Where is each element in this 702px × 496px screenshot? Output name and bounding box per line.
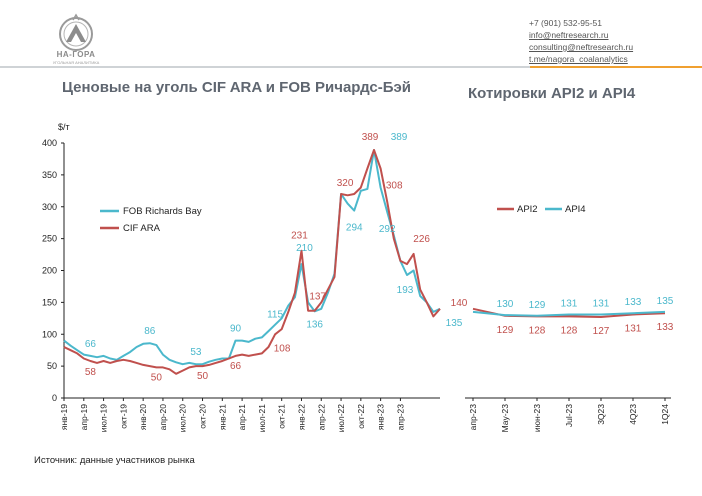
data-label: 127 [593,326,610,337]
data-label: 130 [497,299,514,310]
x-tick-label: 1Q24 [660,404,670,425]
nagora-logo-icon [59,13,93,51]
right-chart-lines [472,307,666,319]
data-label: 131 [625,323,642,334]
header-divider [0,66,702,68]
x-tick-label: янв-20 [138,404,148,430]
x-tick-label: May-23 [500,404,510,433]
data-label: 292 [379,224,396,235]
data-label: 131 [561,298,578,309]
data-label: 129 [529,300,546,311]
legend-cif-label: CIF ARA [123,223,161,234]
left-chart-axes: 0 50 100 150 200 250 300 350 400 янв-19 апр-19 июл-… [42,138,440,432]
data-label: 133 [625,297,642,308]
data-label: 193 [397,285,414,296]
data-label: 108 [274,343,291,354]
data-label: 294 [346,223,363,234]
x-tick-label: окт-19 [118,404,128,429]
x-tick-label: июл-22 [336,404,346,432]
data-label: 58 [85,367,97,378]
legend-api4-label: API4 [565,204,586,215]
chart-title-left: Ценовые на уголь CIF ARA и FOB Ричардс-Б… [62,79,412,96]
data-label: 53 [190,347,202,358]
y-tick-label: 150 [42,297,57,307]
right-chart-axes: апр-23 May-23 июн-23 Jul-23 3Q23 4Q23 1Q24 [465,397,671,433]
x-tick-label: июл-21 [257,404,267,432]
data-label: 231 [291,231,308,242]
data-label: 135 [657,296,674,307]
data-label: 50 [151,372,163,383]
left-chart-data-labels: 66 86 53 90 115 210 136 294 292 389 193 135 58 50 50 66… [85,132,468,383]
data-label: 90 [230,324,242,335]
x-tick-label: янв-21 [217,404,227,430]
source-note: Источник: данные участников рынка [34,455,195,466]
x-tick-label: янв-19 [59,404,69,430]
data-label: 128 [529,325,546,336]
x-tick-label: окт-20 [198,404,208,429]
y-tick-label: 400 [42,138,57,148]
contacts-block: +7 (901) 532-95-51 info@neftresearch.ru … [529,17,633,65]
data-label: 66 [230,361,242,372]
x-tick-label: июн-23 [532,404,542,432]
y-tick-label: 0 [52,393,57,403]
logo-name: НА-ГОРА [56,50,96,59]
right-chart-legend: API2 API4 [497,204,586,215]
x-tick-label: Jul-23 [564,404,574,427]
x-tick-label: апр-20 [158,404,168,431]
contact-telegram[interactable]: t.me/nagora_coalanalytics [529,54,628,64]
y-tick-label: 200 [42,266,57,276]
contact-phone[interactable]: +7 (901) 532-95-51 [529,18,603,28]
data-label: 115 [267,310,283,321]
data-label: 210 [296,243,313,254]
data-label: 66 [85,339,97,350]
x-tick-label: апр-23 [395,404,405,431]
y-tick-label: 300 [42,202,57,212]
data-label: 140 [451,298,468,309]
x-tick-label: апр-19 [79,404,89,431]
data-label: 320 [337,178,354,189]
left-chart-legend: FOB Richards Bay CIF ARA [100,206,202,234]
contact-email-consulting[interactable]: consulting@neftresearch.ru [529,42,634,52]
series-line-cif [63,149,441,375]
data-label: 136 [306,319,323,330]
y-tick-label: 350 [42,170,57,180]
data-label: 128 [561,325,578,336]
x-tick-label: янв-23 [376,404,386,430]
legend-api2-label: API2 [517,204,538,215]
left-chart-lines [63,149,441,375]
x-tick-label: апр-23 [468,404,478,431]
data-label: 86 [144,326,156,337]
x-tick-label: 4Q23 [628,404,638,425]
y-tick-label: 100 [42,329,57,339]
data-label: 129 [497,325,514,336]
right-chart-data-labels: 130 129 131 131 133 135 129 128 128 127 131 133 [497,296,674,337]
data-label: 137 [309,292,326,303]
legend-fob-label: FOB Richards Bay [123,206,202,217]
x-tick-label: апр-21 [237,404,247,431]
x-tick-label: апр-22 [316,404,326,431]
data-label: 135 [446,318,463,329]
x-tick-label: окт-22 [356,404,366,429]
series-line-api4 [472,310,666,317]
data-label: 50 [197,371,209,382]
x-tick-label: июл-20 [178,404,188,432]
x-tick-label: янв-22 [296,404,306,430]
chart-title-right: Котировки API2 и API4 [468,85,636,102]
y-tick-label: 250 [42,234,57,244]
y-tick-label: 50 [47,361,57,371]
data-label: 133 [657,322,674,333]
x-tick-label: июл-19 [99,404,109,432]
data-label: 131 [593,298,610,309]
y-axis-label: $/т [58,122,70,132]
series-line-fob [63,149,441,366]
data-label: 226 [413,234,430,245]
x-tick-label: 3Q23 [596,404,606,425]
contact-email-info[interactable]: info@neftresearch.ru [529,30,609,40]
logo-subtitle: УГОЛЬНАЯ АНАЛИТИКА [52,60,100,65]
data-label: 389 [362,132,379,143]
data-label: 308 [386,181,403,192]
x-tick-label: окт-21 [277,404,287,429]
data-label: 389 [391,132,408,143]
